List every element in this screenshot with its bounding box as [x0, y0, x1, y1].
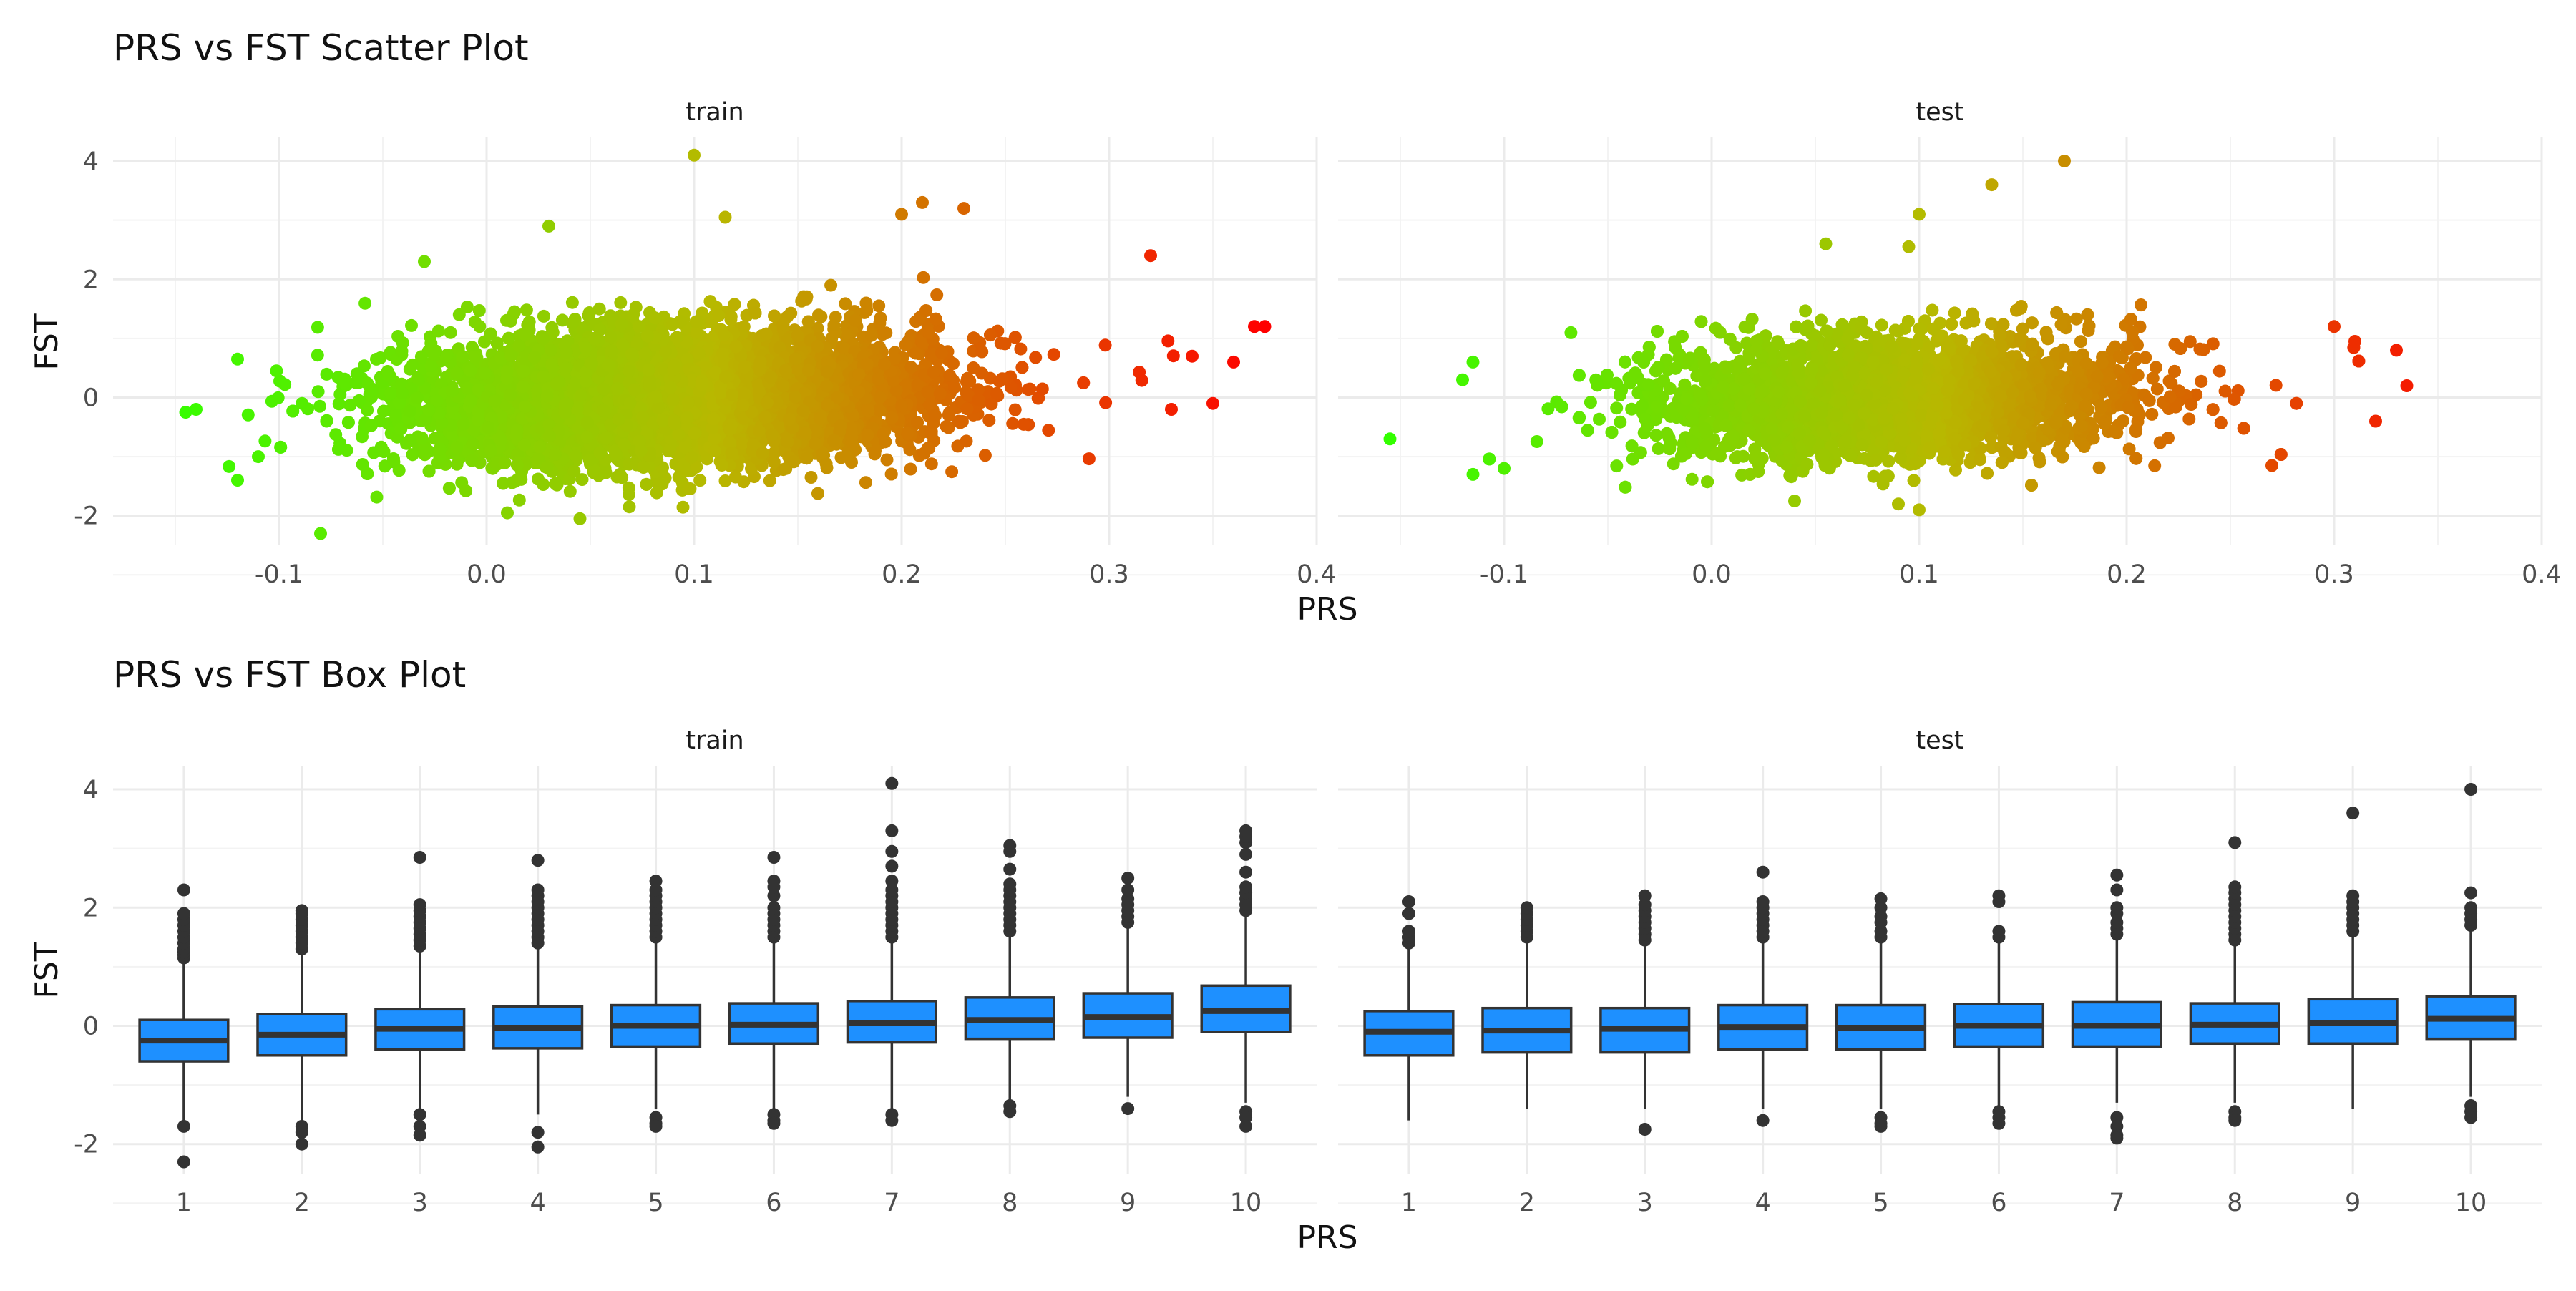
scatter-point — [1161, 334, 1174, 347]
scatter-point — [537, 310, 550, 323]
scatter-point — [940, 420, 953, 433]
scatter-point — [457, 350, 469, 363]
scatter-point — [623, 500, 636, 513]
scatter-point — [332, 443, 345, 456]
scatter-point — [536, 330, 549, 343]
scatter-point — [311, 349, 324, 361]
scatter-point — [943, 369, 956, 382]
scatter-point — [432, 325, 445, 338]
scatter-point — [1014, 343, 1027, 356]
scatter-point — [800, 293, 813, 306]
scatter-point — [960, 402, 973, 415]
scatter-point — [371, 491, 384, 504]
scatter-point — [1006, 417, 1019, 430]
facet-label-train: train — [686, 98, 743, 127]
box-plot-title: PRS vs FST Box Plot — [113, 654, 466, 696]
scatter-point — [473, 320, 486, 333]
scatter-point — [693, 474, 706, 487]
scatter-point — [677, 501, 690, 514]
scatter-point — [270, 364, 283, 377]
scatter-point — [1009, 404, 1022, 416]
scatter-point — [684, 482, 697, 495]
scatter-point — [904, 443, 917, 456]
scatter-point — [278, 378, 291, 391]
scatter-point — [1022, 383, 1035, 396]
scatter-point — [725, 310, 738, 323]
scatter-point — [567, 465, 580, 478]
scatter-point — [666, 318, 679, 331]
scatter-point — [405, 319, 418, 332]
scatter-point — [384, 370, 396, 383]
scatter-point — [223, 460, 235, 473]
scatter-point — [874, 311, 887, 324]
scatter-point — [917, 271, 930, 284]
scatter-point — [956, 415, 969, 428]
scatter-point — [312, 385, 325, 398]
scatter-point — [356, 430, 369, 443]
scatter-point — [925, 457, 938, 470]
scatter-point — [1136, 374, 1148, 387]
scatter-point — [1167, 349, 1180, 362]
scatter-plot-title: PRS vs FST Scatter Plot — [113, 27, 529, 69]
scatter-point — [881, 454, 894, 467]
scatter-point — [614, 296, 627, 309]
scatter-point — [925, 428, 938, 441]
scatter-point — [415, 350, 428, 363]
scatter-point — [425, 360, 438, 373]
scatter-point — [763, 474, 776, 487]
scatter-point — [1083, 452, 1096, 465]
scatter-point — [520, 303, 533, 316]
scatter-point — [827, 319, 840, 332]
scatter-point — [329, 428, 342, 441]
scatter-point — [566, 296, 579, 309]
scatter-point — [873, 404, 886, 417]
scatter-point — [979, 449, 992, 462]
scatter-point — [811, 487, 824, 500]
scatter-point — [996, 372, 1009, 385]
scatter-point — [519, 328, 532, 341]
scatter-point — [859, 476, 872, 489]
scatter-point — [982, 414, 995, 427]
scatter-point — [839, 297, 852, 310]
scatter-point — [513, 494, 526, 507]
scatter-point — [370, 353, 383, 366]
scatter-point — [242, 409, 255, 422]
scatter-point — [473, 304, 486, 317]
scatter-point — [453, 308, 466, 321]
scatter-point — [1042, 424, 1055, 437]
scatter-point — [904, 463, 917, 476]
scatter-point — [805, 471, 818, 484]
scatter-point — [1099, 338, 1112, 351]
scatter-point — [272, 391, 285, 404]
scatter-point — [627, 308, 640, 321]
scatter-point — [972, 394, 985, 406]
scatter-point — [872, 299, 885, 312]
scatter-point — [930, 288, 943, 301]
scatter-point — [650, 487, 663, 500]
scatter-point — [321, 414, 333, 427]
scatter-point — [537, 478, 550, 491]
scatter-point — [444, 326, 457, 339]
scatter-point — [258, 434, 271, 447]
scatter-point — [1048, 348, 1060, 361]
scatter-point — [824, 279, 837, 292]
scatter-point — [1029, 351, 1042, 364]
scatter-point — [821, 462, 834, 474]
scatter-point — [459, 484, 472, 497]
scatter-point — [404, 434, 416, 447]
scatter-point — [321, 368, 333, 381]
scatter-points — [180, 149, 1272, 540]
scatter-point — [564, 485, 577, 498]
scatter-point — [865, 329, 878, 342]
scatter-point — [416, 432, 429, 444]
scatter-point — [313, 400, 326, 413]
scatter-point — [1099, 396, 1112, 409]
scatter-point — [1018, 418, 1030, 431]
scatter-point — [358, 297, 371, 310]
scatter-point — [615, 471, 628, 484]
